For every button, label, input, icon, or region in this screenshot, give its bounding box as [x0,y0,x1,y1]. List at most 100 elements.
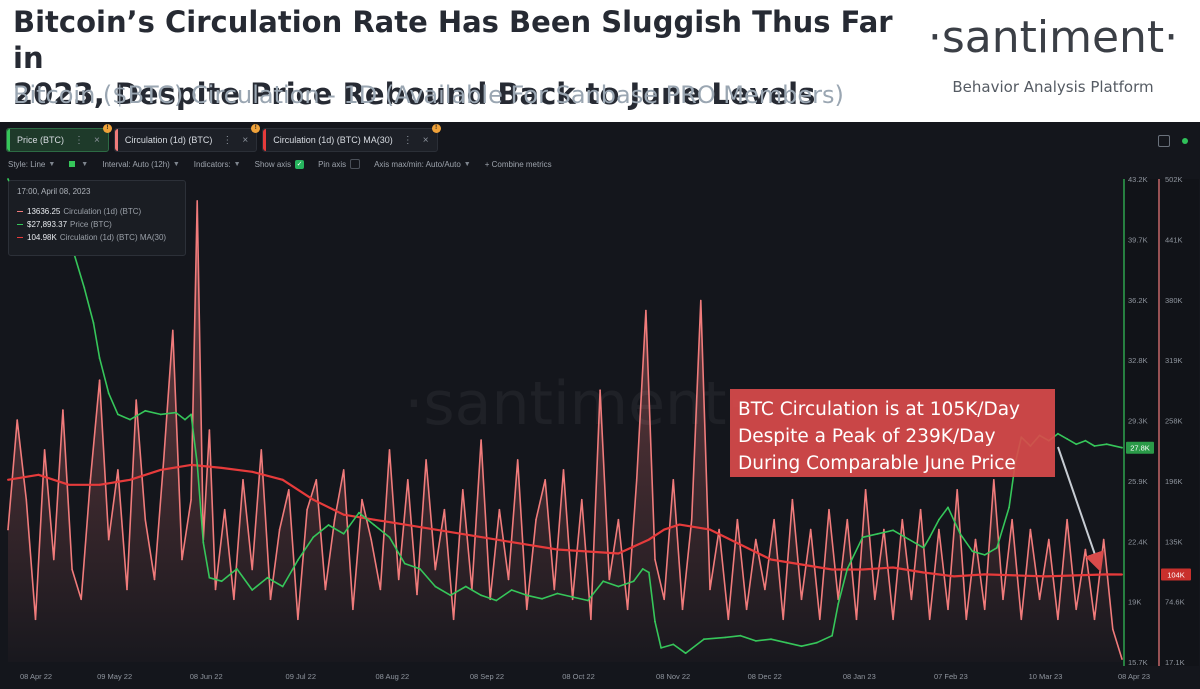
price-point [1008,506,1010,509]
circulation-point [306,508,308,511]
warning-icon: ! [251,124,261,133]
legend-label: Price (BTC) [70,220,112,229]
circulation-point [901,518,904,521]
show-axis-toggle[interactable]: Show axis ✓ [254,159,305,169]
legend-value: 13636.25 [27,207,61,216]
circulation-tick-label: 502K [1165,175,1183,184]
circulation-point [800,598,803,601]
circulation-point [700,299,702,302]
axis-maxmin-selector[interactable]: Axis max/min: Auto/Auto ▼ [374,160,471,169]
legend-color-swatch [17,236,23,239]
style-selector[interactable]: Style: Line ▼ [8,160,55,169]
circulation-point [727,618,730,621]
x-tick-label: 08 Dec 22 [748,672,782,681]
close-icon[interactable]: × [242,134,249,146]
checkbox-empty-icon[interactable] [350,159,361,169]
circulation-point [333,518,336,521]
circulation-point [1121,658,1123,660]
ma30-point [373,518,376,521]
color-selector[interactable]: ▼ [69,161,88,168]
price-point [938,518,940,521]
price-tick-label: 32.8K [1128,356,1148,365]
annotation-text-line: BTC Circulation is at 105K/Day [738,399,1020,420]
circulation-point [709,588,711,591]
ma30-point [434,528,437,531]
circulation-point [462,489,464,491]
circulation-point [288,489,290,491]
tab-circulation-ma30[interactable]: Circulation (1d) (BTC) MA(30) ⋮ × ! [262,124,441,152]
warning-icon: ! [102,124,112,133]
circulation-point [452,618,455,621]
price-point [1084,439,1087,442]
more-icon[interactable]: ⋮ [222,134,233,146]
circulation-point [910,598,913,601]
price-point [846,568,849,570]
close-icon[interactable]: × [94,134,100,146]
price-point [495,599,498,602]
more-icon[interactable]: ⋮ [74,134,84,146]
circulation-point [892,618,894,621]
circulation-point [315,479,318,481]
show-axis-label: Show axis [254,159,292,169]
price-point [654,620,656,623]
ma30-point [68,483,70,486]
x-tick-label: 08 Aug 22 [375,672,409,681]
ma30-point [98,483,101,486]
ma30-point [800,563,803,566]
tooltip-legend: 17:00, April 08, 2023 13636.25 Circulati… [8,180,186,256]
ma30-point [678,523,681,526]
x-tick-label: 08 Nov 22 [656,672,690,681]
circulation-point [993,479,995,481]
fullscreen-icon[interactable] [1158,135,1170,147]
tab-price[interactable]: Price (BTC) ⋮ × ! [6,124,112,152]
x-tick-label: 08 Apr 22 [20,672,52,681]
ma30-point [129,478,132,481]
circulation-tick-label: 135K [1165,537,1183,546]
price-point [1105,443,1108,446]
circulation-point [599,389,601,392]
circulation-point [34,618,37,621]
circulation-point [342,469,345,471]
circulation-point [956,489,958,491]
price-point [754,640,757,642]
x-tick-label: 08 Apr 23 [1118,672,1150,681]
price-point [660,647,662,649]
circulation-point [690,518,693,521]
tab-label: Circulation (1d) (BTC) [124,135,213,145]
checkbox-checked-icon[interactable]: ✓ [295,159,305,169]
circulation-point [938,528,940,531]
ma30-point [861,568,864,571]
circulation-point [370,538,373,541]
combine-metrics-button[interactable]: + Combine metrics [484,159,552,169]
price-point [785,641,788,644]
legend-color-swatch [17,223,23,226]
price-point [312,536,315,539]
price-point [388,536,391,539]
circulation-point [242,479,244,481]
price-point [236,568,238,570]
price-point [92,322,95,324]
price-point [971,550,974,553]
price-point [297,559,299,561]
tab-circulation[interactable]: Circulation (1d) (BTC) ⋮ × ! [113,124,261,152]
circulation-point [883,528,885,531]
price-point [175,411,177,414]
circulation-point [1048,538,1050,541]
circulation-point [782,618,784,621]
circulation-point [1112,628,1114,630]
ma30-point [647,538,650,541]
ma30-point [37,473,40,476]
price-point [373,524,376,526]
ma30-point [770,558,772,561]
circulation-point [190,498,192,501]
circulation-point [809,528,812,531]
interval-selector[interactable]: Interval: Auto (12h) ▼ [102,160,180,169]
close-icon[interactable]: × [422,134,429,146]
circulation-tick-label: 441K [1165,235,1183,244]
x-tick-label: 07 Feb 23 [934,672,968,681]
pin-axis-toggle[interactable]: Pin axis [318,159,361,169]
circulation-point [144,518,147,521]
more-icon[interactable]: ⋮ [402,134,413,146]
price-tick-label: 19K [1128,598,1141,607]
indicators-selector[interactable]: Indicators: ▼ [194,160,241,169]
